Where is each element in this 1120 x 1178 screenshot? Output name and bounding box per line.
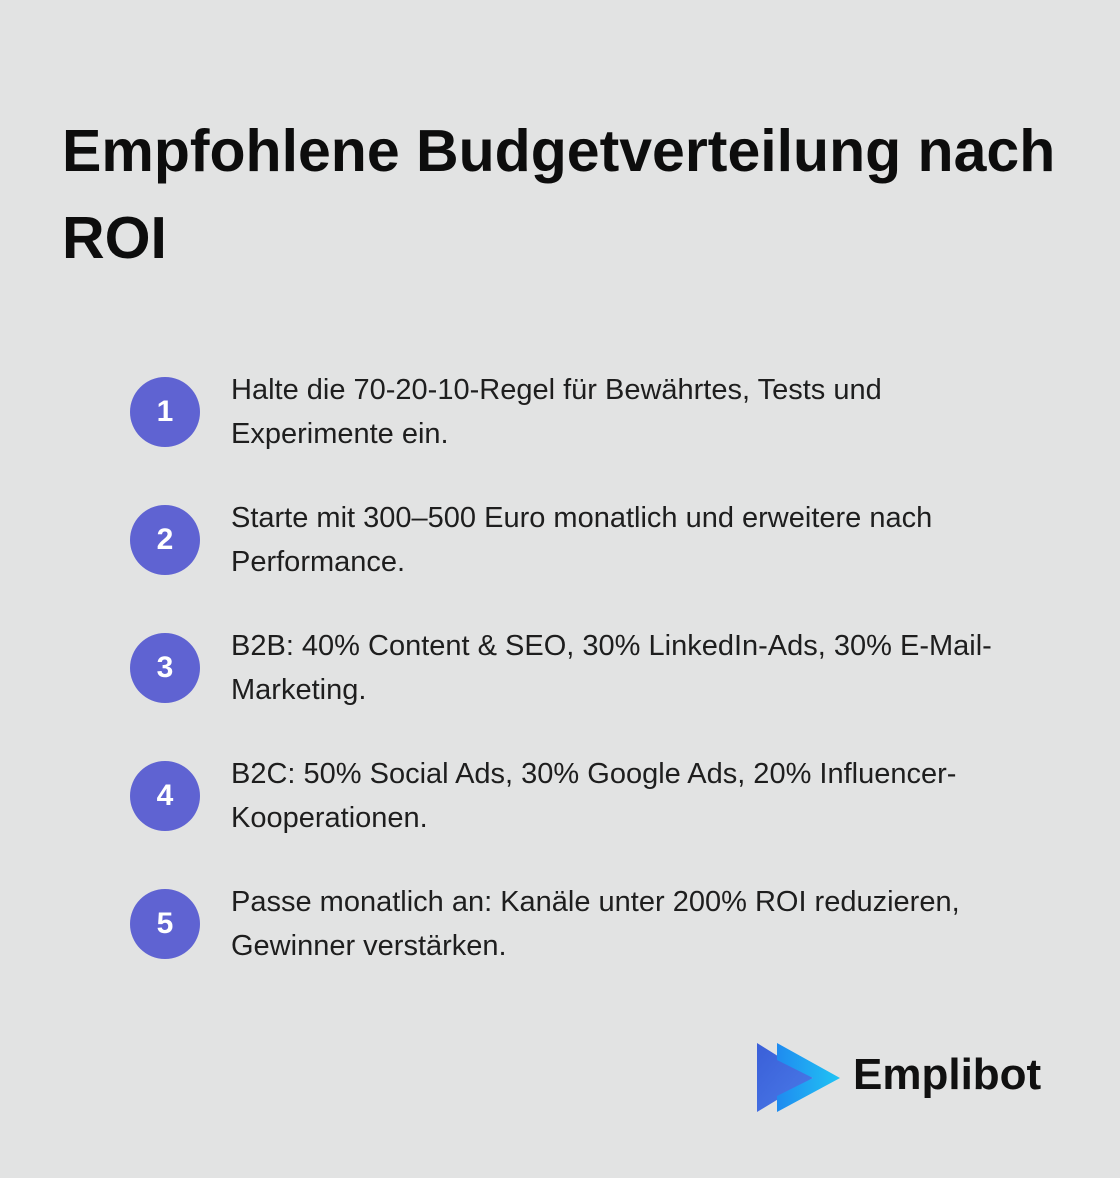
list-item: 1 Halte die 70-20-10-Regel für Bewährtes,…	[130, 368, 1070, 456]
item-text: Halte die 70-20-10-Regel für Bewährtes, …	[231, 374, 882, 450]
item-number: 1	[130, 377, 200, 447]
item-number: 4	[130, 761, 200, 831]
item-number: 2	[130, 505, 200, 575]
item-text: B2C: 50% Social Ads, 30% Google Ads, 20%…	[231, 758, 957, 834]
logo-icon	[757, 1043, 840, 1112]
logo-text: Emplibot	[853, 1050, 1042, 1099]
item-text: Starte mit 300–500 Euro monatlich und er…	[231, 502, 933, 578]
logo: Emplibot	[755, 1040, 1075, 1116]
item-number: 3	[130, 633, 200, 703]
item-text: B2B: 40% Content & SEO, 30% LinkedIn-Ads…	[231, 630, 992, 706]
title: Empfohlene Budgetverteilung nach ROI	[62, 118, 1056, 271]
list-item: 4 B2C: 50% Social Ads, 30% Google Ads, 20…	[130, 752, 1070, 840]
item-list: 1 Halte die 70-20-10-Regel für Bewährtes,…	[130, 368, 1070, 1008]
item-text: Passe monatlich an: Kanäle unter 200% RO…	[231, 886, 960, 962]
list-item: 2 Starte mit 300–500 Euro monatlich und e…	[130, 496, 1070, 584]
list-item: 3 B2B: 40% Content & SEO, 30% LinkedIn-Ad…	[130, 624, 1070, 712]
item-number: 5	[130, 889, 200, 959]
list-item: 5 Passe monatlich an: Kanäle unter 200% R…	[130, 880, 1070, 968]
